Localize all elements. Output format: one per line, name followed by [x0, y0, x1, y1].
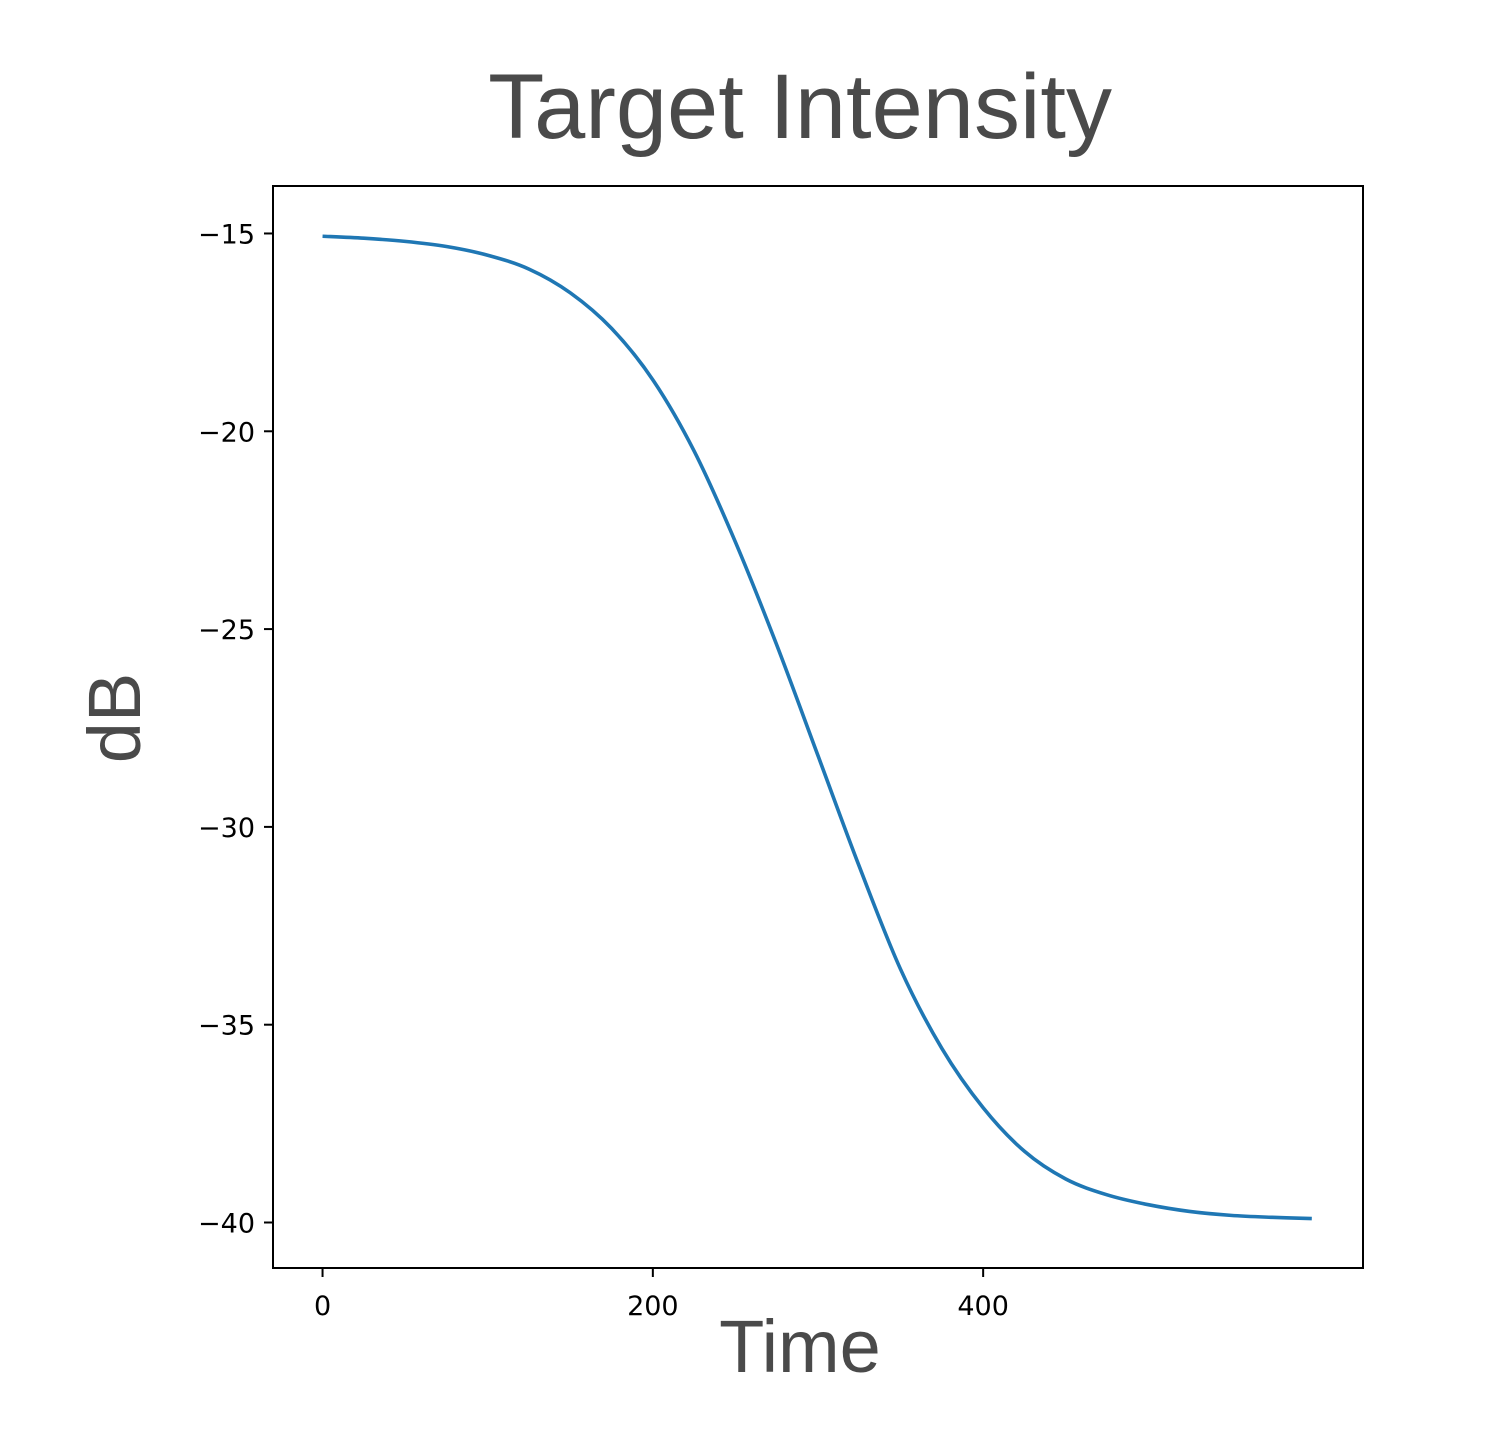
y-tick-label: −40	[198, 1209, 255, 1240]
chart-title: Target Intensity	[488, 56, 1112, 158]
y-tick-label: −15	[198, 219, 255, 250]
x-axis-ticks: 0 200 400	[314, 1268, 1009, 1322]
y-tick-label: −25	[198, 615, 255, 646]
series-layer	[322, 234, 1312, 1221]
plot-area-frame	[272, 185, 1364, 1269]
x-tick-label: 200	[627, 1291, 679, 1322]
y-tick-label: −20	[198, 417, 255, 448]
x-tick-label: 0	[314, 1291, 331, 1322]
y-axis-ticks: −15 −20 −25 −30 −35 −40	[198, 219, 273, 1240]
y-tick-label: −30	[198, 813, 255, 844]
series-line-0	[322, 234, 1312, 1221]
x-axis-label: Time	[719, 1305, 881, 1388]
y-tick-label: −35	[198, 1011, 255, 1042]
x-tick-label: 400	[957, 1291, 1009, 1322]
y-axis-label: dB	[73, 673, 156, 764]
